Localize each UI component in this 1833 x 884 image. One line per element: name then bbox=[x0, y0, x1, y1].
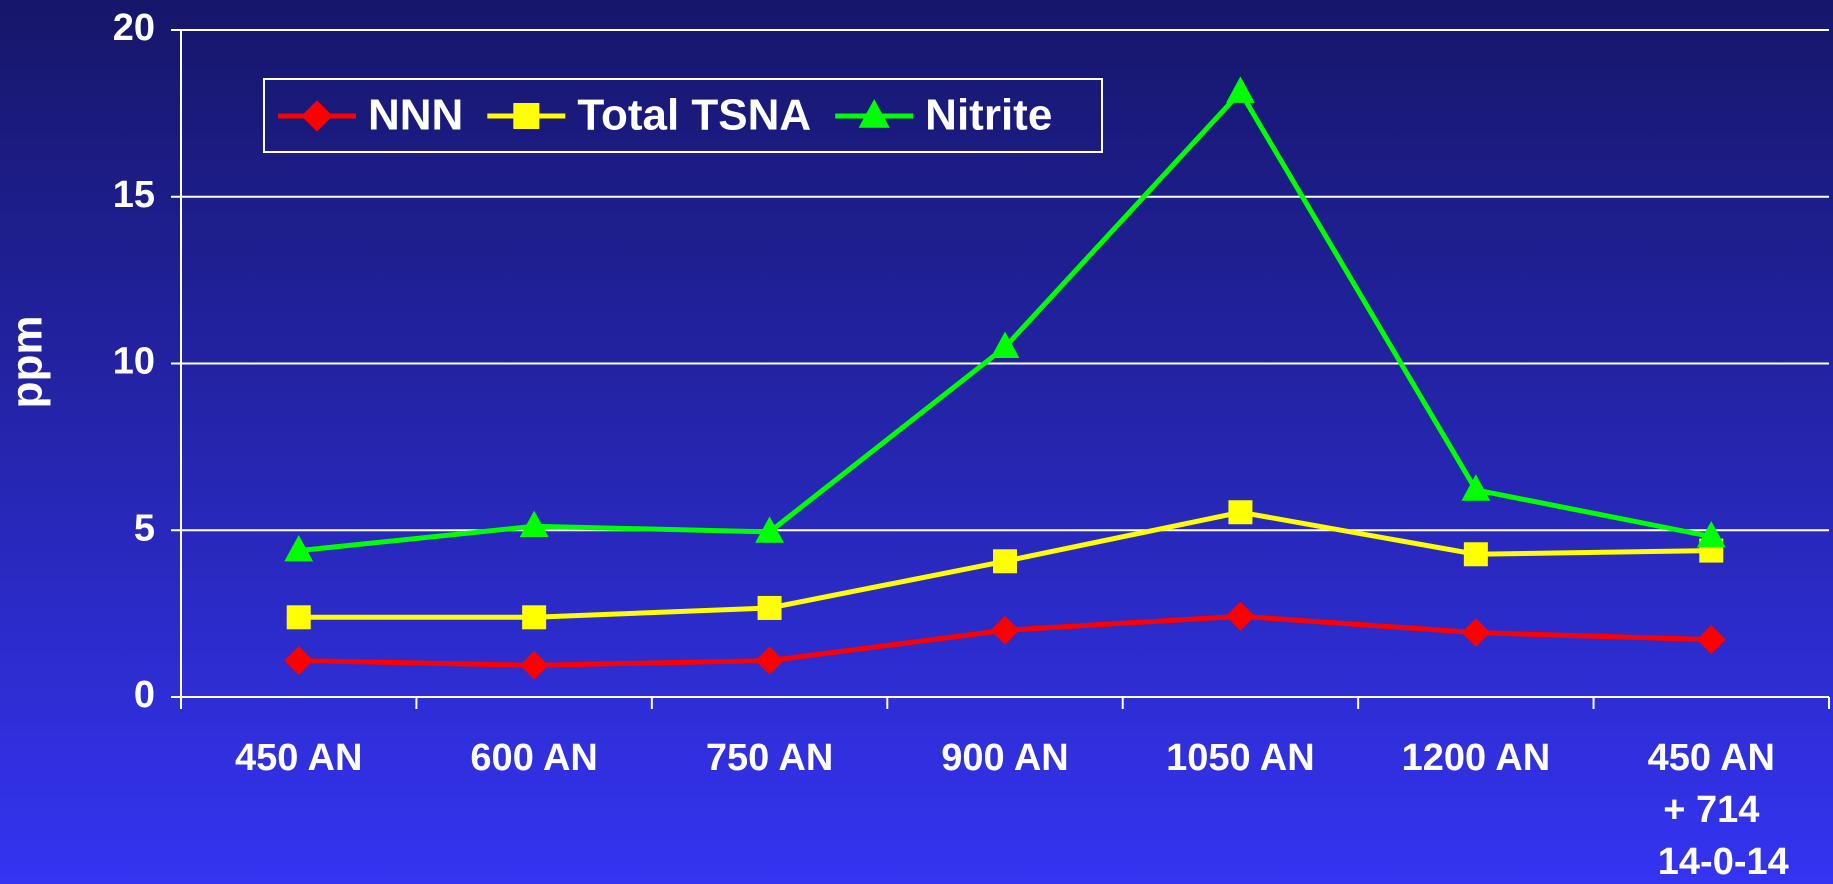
marker bbox=[858, 99, 890, 128]
legend-label: Nitrite bbox=[925, 91, 1052, 140]
marker bbox=[513, 103, 540, 129]
marker bbox=[1461, 618, 1491, 648]
marker bbox=[301, 100, 333, 132]
marker bbox=[993, 549, 1017, 574]
marker bbox=[990, 331, 1020, 358]
x-tick-label: 600 AN bbox=[470, 737, 597, 779]
marker bbox=[284, 534, 314, 562]
marker bbox=[990, 615, 1020, 645]
marker bbox=[284, 646, 314, 676]
marker bbox=[519, 650, 549, 680]
marker bbox=[1461, 474, 1491, 501]
marker bbox=[757, 595, 782, 620]
legend-box bbox=[263, 78, 1103, 153]
marker bbox=[519, 510, 549, 538]
legend-label: NNN bbox=[368, 91, 463, 140]
x-tick-label: 450 AN + 714 14-0-14 bbox=[1648, 737, 1789, 883]
marker bbox=[1696, 625, 1726, 655]
marker bbox=[1463, 542, 1488, 567]
y-tick-label: 10 bbox=[113, 341, 155, 383]
marker bbox=[755, 646, 784, 676]
x-tick-label: 750 AN bbox=[706, 737, 833, 779]
series-line bbox=[298, 87, 1712, 554]
x-tick-label: 450 AN bbox=[235, 737, 362, 779]
legend-label: Total TSNA bbox=[577, 91, 811, 140]
y-tick-label: 0 bbox=[134, 674, 155, 716]
marker bbox=[1228, 500, 1253, 525]
marker bbox=[1696, 520, 1726, 548]
y-tick-label: 5 bbox=[134, 507, 155, 549]
x-tick-label: 900 AN bbox=[941, 737, 1068, 779]
marker bbox=[1226, 601, 1255, 631]
marker bbox=[522, 605, 547, 630]
marker bbox=[1226, 76, 1255, 103]
x-tick-label: 1050 AN bbox=[1166, 737, 1315, 779]
y-tick-label: 20 bbox=[113, 7, 155, 49]
x-tick-label: 1200 AN bbox=[1402, 737, 1551, 779]
marker bbox=[286, 605, 311, 630]
y-tick-label: 15 bbox=[113, 174, 155, 216]
marker bbox=[755, 516, 784, 543]
y-axis-label: ppm bbox=[3, 316, 52, 409]
